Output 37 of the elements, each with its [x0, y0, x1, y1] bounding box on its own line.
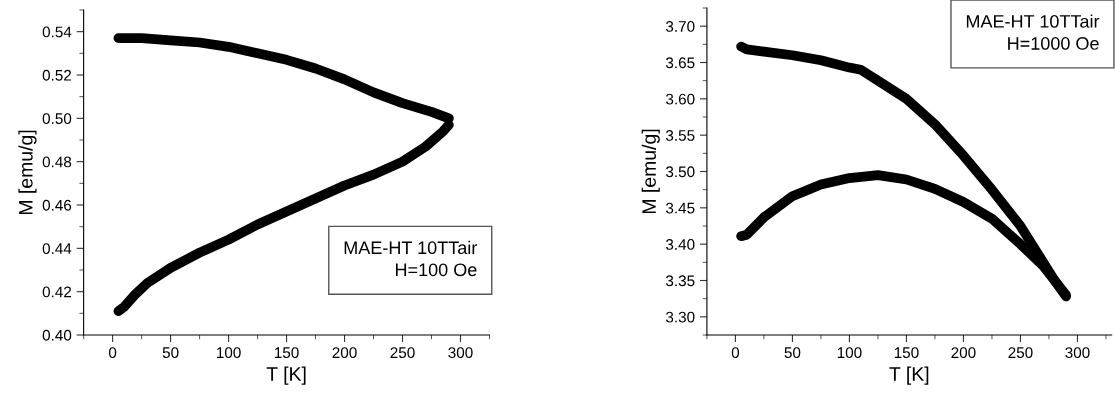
annotation: MAE-HT 10TTair H=1000 Oe [966, 14, 1100, 50]
y-tick-label: 3.70 [665, 21, 695, 32]
y-tick-label: 3.65 [665, 57, 695, 69]
x-tick-label: 50 [162, 347, 179, 359]
y-tick-label: 3.55 [665, 130, 695, 141]
x-axis-title: T [K] [266, 366, 306, 385]
y-tick-label: 0.50 [42, 113, 72, 125]
y-tick-label: 3.30 [665, 311, 695, 323]
y-tick-label: 3.60 [665, 93, 695, 105]
y-tick-label: 0.42 [42, 286, 72, 298]
x-tick-label: 200 [951, 347, 976, 359]
x-tick-label: 100 [217, 347, 241, 359]
x-tick-label: 0 [731, 347, 740, 359]
x-tick-label: 200 [332, 347, 357, 359]
annotation: MAE-HT 10TTair H=100 Oe [344, 240, 478, 277]
y-tick-label: 3.40 [665, 239, 695, 250]
y-tick-label: 0.44 [42, 243, 72, 255]
y-tick-label: 0.48 [42, 156, 72, 168]
y-tick-label: 0.46 [42, 199, 72, 211]
x-tick-label: 0 [108, 347, 117, 359]
y-tick-label: 3.35 [665, 275, 695, 287]
x-tick-label: 300 [1065, 347, 1090, 359]
x-tick-label: 150 [894, 347, 919, 359]
x-tick-label: 250 [1008, 347, 1033, 359]
x-tick-label: 50 [784, 347, 801, 359]
y-tick-label: 0.40 [42, 329, 72, 341]
y-tick-label: 3.50 [665, 166, 695, 178]
y-tick-label: 3.45 [665, 202, 695, 214]
y-tick-label: 0.52 [42, 69, 72, 81]
x-tick-label: 150 [274, 347, 299, 359]
y-axis-title: M [emu/g] [18, 130, 37, 215]
x-tick-label: 100 [837, 347, 862, 359]
x-tick-label: 250 [390, 347, 415, 359]
x-tick-label: 300 [448, 347, 473, 359]
y-tick-label: 0.54 [42, 26, 72, 38]
x-axis-title: T [K] [889, 366, 929, 385]
y-axis-title: M [emu/g] [641, 129, 660, 214]
